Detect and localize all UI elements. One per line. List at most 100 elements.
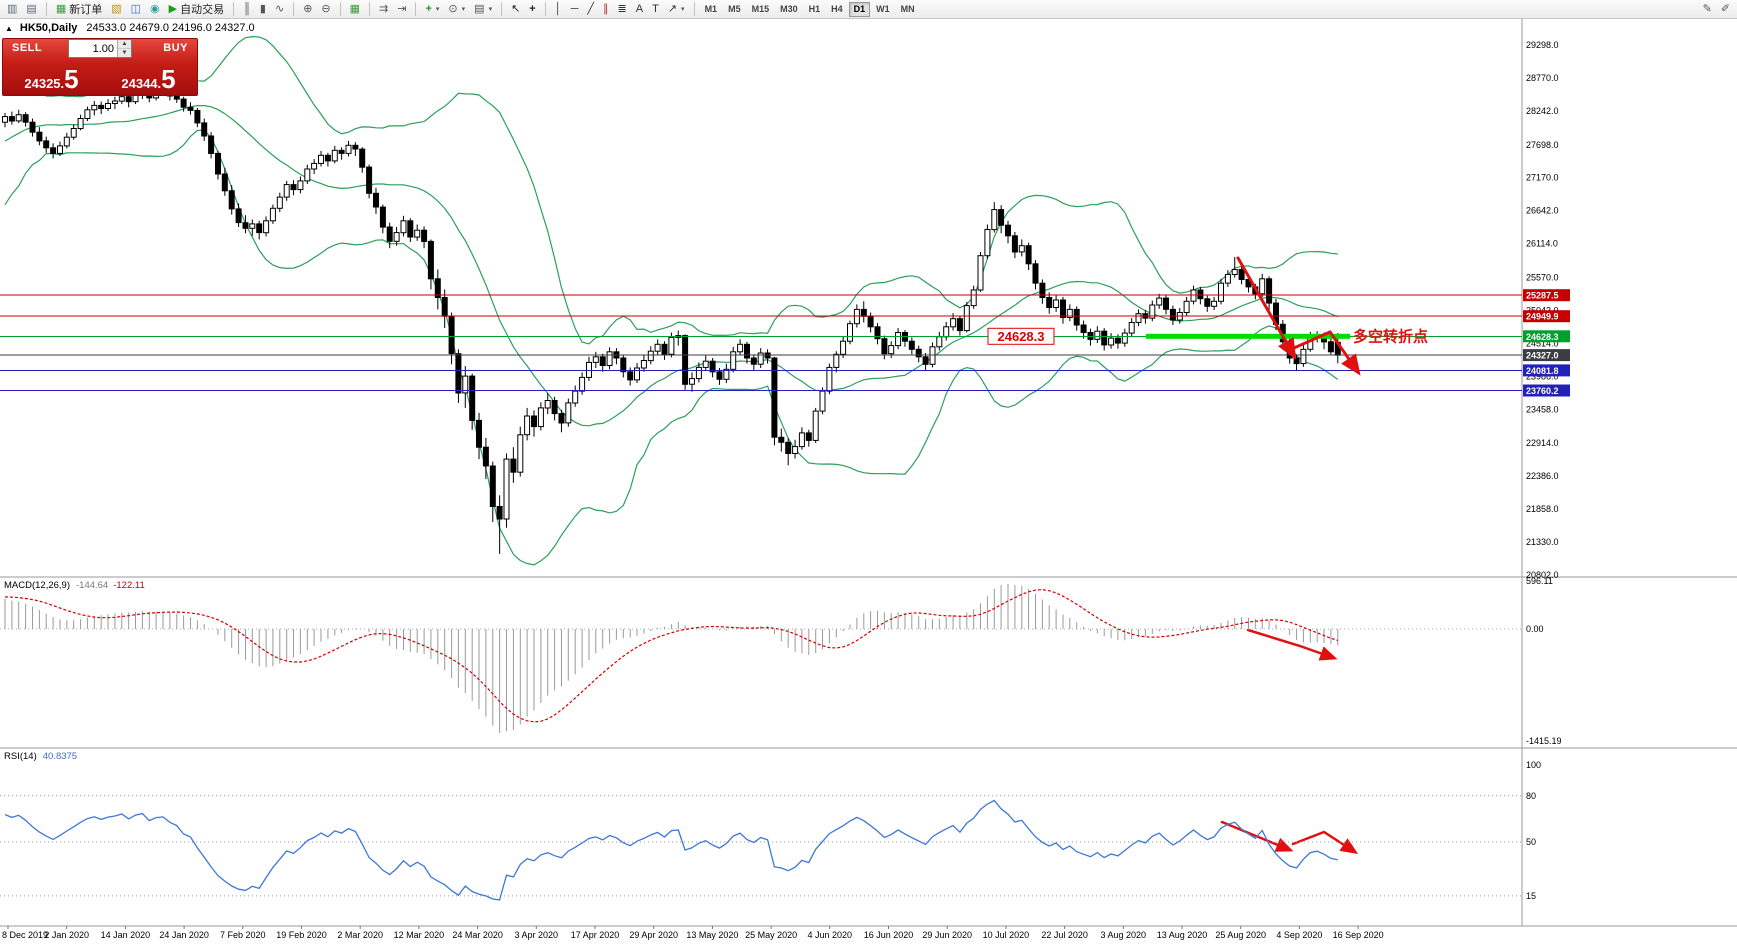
timeframe-m5-button[interactable]: M5 — [723, 2, 746, 17]
templates-icon: ▤ — [474, 2, 485, 15]
timeframe-h4-button[interactable]: H4 — [826, 2, 848, 17]
timeframe-m1-button[interactable]: M1 — [700, 2, 723, 17]
timeframe-mn-button[interactable]: MN — [896, 2, 920, 17]
candlestick-mode-button[interactable]: ▮ — [256, 1, 270, 18]
svg-text:23458.0: 23458.0 — [1526, 404, 1559, 414]
buy-label: BUY — [163, 42, 188, 54]
svg-text:24628.3: 24628.3 — [1526, 332, 1559, 342]
svg-text:29298.0: 29298.0 — [1526, 40, 1559, 50]
chart-title: ▲ HK50,Daily 24533.0 24679.0 24196.0 24327… — [5, 22, 255, 34]
volume-spinner[interactable]: ▲ ▼ — [117, 40, 131, 57]
svg-text:27170.0: 27170.0 — [1526, 173, 1559, 183]
svg-text:27698.0: 27698.0 — [1526, 140, 1559, 150]
macd-label: MACD(12,26,9) -144.64 -122.11 — [4, 580, 145, 591]
svg-text:28242.0: 28242.0 — [1526, 106, 1559, 116]
panel-frame — [0, 19, 1737, 927]
compose-pencil-plus-button[interactable]: ✐ — [1717, 1, 1734, 18]
compose-pencil-button[interactable]: ✎ — [1699, 1, 1716, 18]
svg-text:24514.0: 24514.0 — [1526, 338, 1559, 348]
auto-trading-label: 自动交易 — [180, 4, 225, 16]
data-window-icon: ◫ — [130, 2, 142, 15]
svg-text:24081.8: 24081.8 — [1526, 366, 1559, 376]
market-watch-button[interactable]: ▧ — [107, 1, 125, 18]
zoom-out-button[interactable]: ⊖ — [317, 1, 334, 18]
svg-text:22 Jul 2020: 22 Jul 2020 — [1041, 930, 1088, 940]
svg-text:26114.0: 26114.0 — [1526, 239, 1558, 249]
bar-chart-mode-button[interactable]: ║ — [239, 1, 255, 18]
tile-windows-button[interactable]: ▦ — [346, 1, 364, 18]
chart-profiles-button[interactable]: ▤ — [22, 1, 40, 18]
svg-text:80: 80 — [1526, 791, 1536, 801]
svg-text:13 May 2020: 13 May 2020 — [686, 930, 738, 940]
chart-profiles-icon: ▤ — [26, 2, 37, 15]
svg-text:25570.0: 25570.0 — [1526, 273, 1559, 283]
svg-text:26642.0: 26642.0 — [1526, 206, 1559, 216]
trend-annotations[interactable]: 24628.3 多空转折点 — [987, 327, 1428, 345]
rsi-value: 40.8375 — [42, 751, 78, 762]
toolbar-separator — [415, 2, 417, 16]
svg-text:16 Jun 2020: 16 Jun 2020 — [864, 930, 914, 940]
trendline-tool-button[interactable]: ╱ — [583, 1, 598, 18]
svg-text:100: 100 — [1526, 760, 1541, 770]
chart-shift-button[interactable]: ⇥ — [393, 1, 410, 18]
volume-up-icon[interactable]: ▲ — [118, 40, 131, 49]
periods-icon: ⊙ — [448, 2, 458, 15]
one-click-collapse-icon[interactable]: ▲ — [5, 24, 13, 33]
channel-tool-button[interactable]: ∥ — [599, 1, 613, 18]
periods-button[interactable]: ⊙ ▾ — [444, 1, 469, 18]
toolbar-separator — [501, 2, 503, 16]
indicators-list-button[interactable]: + ▾ — [421, 1, 443, 18]
svg-text:7 Feb 2020: 7 Feb 2020 — [220, 930, 266, 940]
svg-text:50: 50 — [1526, 837, 1536, 847]
toolbar: ▥ ▤ ▦ 新订单 ▧ ◫ ◉ ▶ 自动交易 ║ ▮ ∿ ⊕ ⊖ ▦ ⇉ ⇥ + ▾ ⊙ ▾ ▤ ▾ ↖ + │ ─ ╱ ∥ ≣ A T ↗ ▾ M… — [0, 0, 1737, 19]
arrows-tool-dropdown-icon: ▾ — [681, 6, 685, 13]
navigator-button[interactable]: ◉ — [146, 1, 164, 18]
svg-text:19 Feb 2020: 19 Feb 2020 — [276, 930, 327, 940]
auto-trading-button[interactable]: ▶ 自动交易 — [165, 1, 228, 18]
templates-button[interactable]: ▤ ▾ — [470, 1, 496, 18]
horizontal-line-tool-icon: ─ — [570, 2, 579, 15]
label-tool-icon: T — [652, 2, 659, 15]
svg-text:22914.0: 22914.0 — [1526, 438, 1559, 448]
vertical-line-tool-button[interactable]: │ — [551, 1, 566, 18]
cursor-tool-icon: ↖ — [511, 2, 521, 15]
timeframe-d1-button[interactable]: D1 — [848, 1, 871, 17]
periods-dropdown-icon: ▾ — [461, 6, 466, 13]
sell-price: 24325.5 — [24, 64, 79, 94]
new-order-button[interactable]: ▦ 新订单 — [52, 1, 106, 18]
volume-input[interactable] — [69, 40, 117, 57]
data-window-button[interactable]: ◫ — [127, 1, 145, 18]
crosshair-tool-button[interactable]: + — [525, 1, 539, 18]
new-chart-button[interactable]: ▥ — [3, 1, 21, 18]
horizontal-line-tool-button[interactable]: ─ — [567, 1, 583, 18]
auto-scroll-button[interactable]: ⇉ — [375, 1, 392, 18]
text-tool-icon: A — [635, 2, 644, 15]
timeframe-m30-button[interactable]: M30 — [775, 2, 803, 17]
text-tool-button[interactable]: A — [632, 1, 647, 18]
arrows-tool-icon: ↗ — [667, 2, 678, 15]
timeframe-w1-button[interactable]: W1 — [871, 2, 895, 17]
zoom-in-button[interactable]: ⊕ — [299, 1, 316, 18]
cursor-tool-button[interactable]: ↖ — [507, 1, 524, 18]
svg-text:24 Mar 2020: 24 Mar 2020 — [452, 930, 503, 940]
channel-tool-icon: ∥ — [603, 2, 609, 15]
arrows-tool-button[interactable]: ↗ ▾ — [664, 1, 689, 18]
auto-scroll-icon: ⇉ — [379, 2, 389, 15]
volume-down-icon[interactable]: ▼ — [118, 49, 131, 57]
timeframe-m15-button[interactable]: M15 — [747, 2, 775, 17]
line-chart-mode-button[interactable]: ∿ — [271, 1, 288, 18]
horizontal-lines[interactable] — [0, 294, 1522, 391]
fibonacci-tool-button[interactable]: ≣ — [614, 1, 631, 18]
compose-pencil-icon: ✎ — [1702, 2, 1712, 15]
price-axis[interactable]: 29298.0 28770.0 28242.0 27698.0 27170.0 26642… — [1523, 40, 1570, 580]
timeframe-h1-button[interactable]: H1 — [804, 2, 826, 17]
trend-arrows[interactable] — [1220, 256, 1361, 855]
crosshair-tool-icon: + — [529, 2, 536, 15]
indicators-list-dropdown-icon: ▾ — [435, 6, 440, 13]
bollinger-bands — [4, 35, 1339, 566]
toolbar-separator — [369, 2, 371, 16]
rsi-indicator — [0, 795, 1522, 901]
label-tool-button[interactable]: T — [648, 1, 663, 18]
